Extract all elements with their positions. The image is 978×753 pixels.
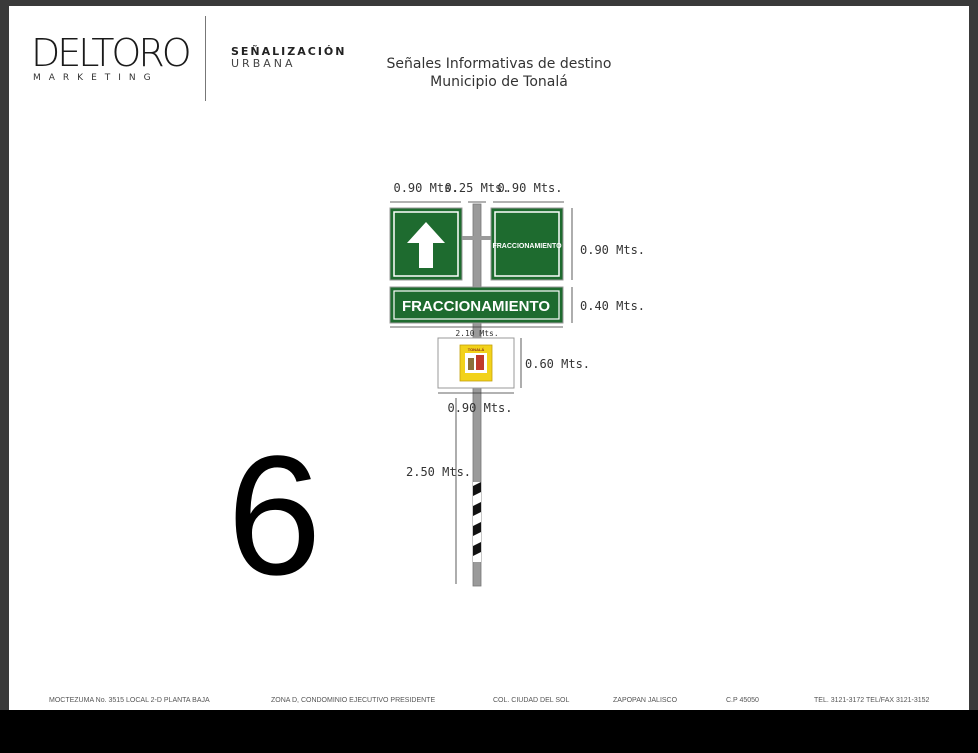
pole-crossbar <box>462 236 492 240</box>
footer-postal: C.P 45050 <box>726 697 759 704</box>
footer-phone: TEL. 3121-3172 TEL/FAX 3121-3152 <box>814 697 930 704</box>
tonala-badge-icon <box>459 344 493 382</box>
up-arrow-icon <box>407 222 445 268</box>
brand-line-2: URBANA <box>231 56 296 70</box>
document-page: DELTORO MARKETING SEÑALIZACIÓN URBANA Se… <box>9 6 969 710</box>
bottom-black-band <box>0 710 978 753</box>
dim-pole-height: 2.50 Mts. <box>406 465 471 479</box>
footer-street: MOCTEZUMA No. 3515 LOCAL 2-D PLANTA BAJA <box>49 697 210 704</box>
sign-right-text: FRACCIONAMIENTO <box>492 243 562 250</box>
dim-top-mid: 0.25 Mts. <box>444 181 509 195</box>
dim-right-upper: 0.90 Mts. <box>580 243 645 257</box>
pole-striped-base <box>473 482 481 562</box>
footer-zone: ZONA D, CONDOMINIO EJECUTIVO PRESIDENTE <box>271 697 436 704</box>
title-line-1: Señales Informativas de destino <box>386 56 612 72</box>
title-line-2: Municipio de Tonalá <box>430 73 568 90</box>
logo-text: DELTORO <box>31 31 192 75</box>
footer-city: ZAPOPAN JALISCO <box>613 697 678 704</box>
fraccionamiento-sign-square <box>490 207 564 281</box>
deltoro-logo: DELTORO MARKETING <box>31 34 201 94</box>
dim-top-right: 0.90 Mts. <box>497 181 562 195</box>
banner-text: FRACCIONAMIENTO <box>402 298 550 315</box>
brand-line-1: SEÑALIZACIÓN <box>231 45 347 58</box>
page-title: Señales Informativas de destino Municipi… <box>359 56 639 91</box>
arrow-sign <box>389 207 463 281</box>
page-number: 6 <box>227 421 322 611</box>
dim-top-left: 0.90 Mts. <box>393 181 458 195</box>
sign-pole <box>472 203 482 587</box>
small-sign-text: TONALÁ <box>468 347 485 352</box>
dim-right-banner: 0.40 Mts. <box>580 299 645 313</box>
sign-diagram: 0.90 Mts. 0.25 Mts. 0.90 Mts. FRACCIONAM… <box>389 181 645 587</box>
dim-small-height: 0.60 Mts. <box>525 357 590 371</box>
dim-banner-width: 2.10 Mts. <box>455 329 498 338</box>
dim-small-width: 0.90 Mts. <box>447 401 512 415</box>
fraccionamiento-banner-sign <box>389 286 564 324</box>
header-divider <box>205 16 206 101</box>
brand-subtitle: SEÑALIZACIÓN URBANA <box>231 46 346 69</box>
logo-subtext: MARKETING <box>33 73 159 83</box>
footer-colony: COL. CIUDAD DEL SOL <box>493 697 570 704</box>
footer-address: MOCTEZUMA No. 3515 LOCAL 2-D PLANTA BAJA… <box>9 697 969 709</box>
